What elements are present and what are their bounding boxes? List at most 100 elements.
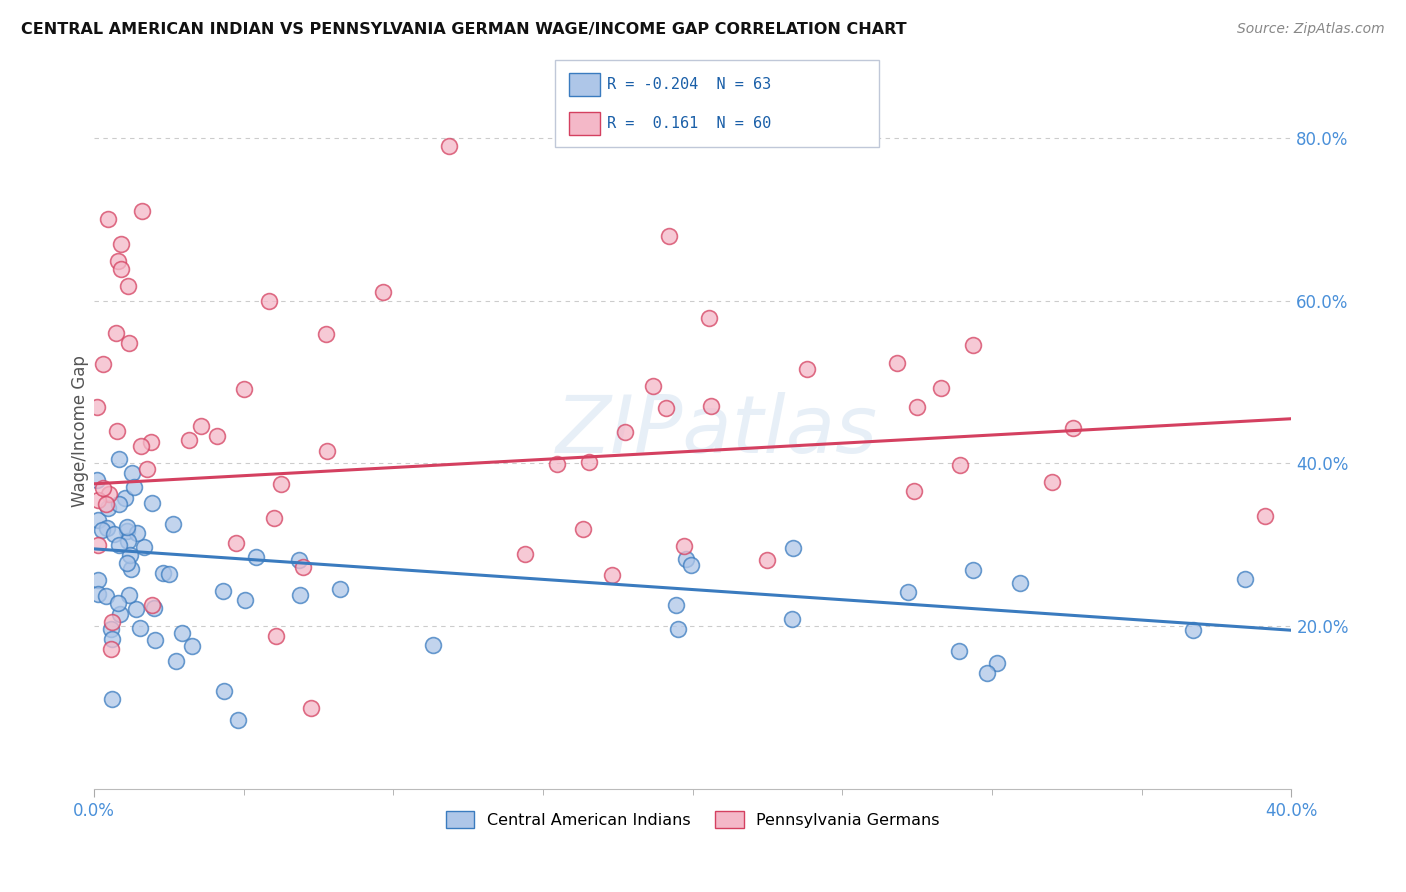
Point [139, 435, 162, 450]
Legend: Central American Indians, Pennsylvania Germans: Central American Indians, Pennsylvania G… [439, 805, 946, 835]
Text: R = -0.204  N = 63: R = -0.204 N = 63 [607, 78, 772, 92]
Point [104, 326, 127, 340]
Point [87, 587, 110, 601]
Point [101, 615, 124, 629]
Point [1010, 575, 1032, 590]
Point [117, 533, 139, 548]
Point [756, 552, 779, 566]
Point [212, 583, 235, 598]
Point [572, 522, 595, 536]
Point [87, 513, 110, 527]
Point [422, 638, 444, 652]
Point [87, 573, 110, 587]
Point [86, 538, 108, 552]
Point [142, 601, 165, 615]
Point [948, 643, 970, 657]
Point [288, 553, 311, 567]
Point [118, 335, 141, 350]
Point [100, 641, 122, 656]
Point [115, 524, 138, 539]
Point [897, 585, 920, 599]
Point [546, 457, 568, 471]
Point [299, 700, 322, 714]
Point [181, 639, 204, 653]
Point [315, 327, 337, 342]
Point [329, 582, 352, 596]
Point [121, 562, 143, 576]
Point [108, 538, 131, 552]
Point [600, 568, 623, 582]
Point [905, 401, 928, 415]
Y-axis label: Wage/Income Gap: Wage/Income Gap [72, 355, 89, 507]
Point [668, 623, 690, 637]
Point [371, 285, 394, 299]
Point [117, 279, 139, 293]
Point [121, 467, 143, 481]
Point [264, 629, 287, 643]
Point [107, 253, 129, 268]
Point [245, 549, 267, 564]
Text: Source: ZipAtlas.com: Source: ZipAtlas.com [1237, 22, 1385, 37]
Point [225, 535, 247, 549]
Point [228, 714, 250, 728]
Point [1233, 572, 1256, 586]
Point [91, 357, 114, 371]
Point [108, 607, 131, 621]
Point [97, 500, 120, 515]
Point [129, 622, 152, 636]
Point [1254, 509, 1277, 524]
Point [122, 479, 145, 493]
Point [796, 361, 818, 376]
Point [233, 593, 256, 607]
Point [165, 654, 187, 668]
Point [141, 598, 163, 612]
Point [1062, 421, 1084, 435]
Point [91, 481, 114, 495]
Point [136, 462, 159, 476]
Point [100, 622, 122, 636]
Point [100, 692, 122, 706]
Point [86, 400, 108, 414]
Point [108, 497, 131, 511]
Point [129, 439, 152, 453]
Point [515, 547, 537, 561]
Point [655, 401, 678, 416]
Point [1040, 475, 1063, 489]
Point [177, 433, 200, 447]
Point [962, 338, 984, 352]
Point [87, 493, 110, 508]
Point [114, 491, 136, 505]
Point [115, 520, 138, 534]
Point [97, 486, 120, 500]
Point [107, 596, 129, 610]
Point [120, 548, 142, 562]
Point [614, 425, 637, 439]
Point [105, 425, 128, 439]
Point [96, 589, 118, 603]
Point [437, 139, 460, 153]
Point [145, 632, 167, 647]
Point [986, 656, 1008, 670]
Point [152, 566, 174, 581]
Point [697, 310, 720, 325]
Point [675, 552, 697, 566]
Point [292, 560, 315, 574]
Point [270, 477, 292, 491]
Point [903, 484, 925, 499]
Point [141, 496, 163, 510]
Point [288, 588, 311, 602]
Point [929, 381, 952, 395]
Text: CENTRAL AMERICAN INDIAN VS PENNSYLVANIA GERMAN WAGE/INCOME GAP CORRELATION CHART: CENTRAL AMERICAN INDIAN VS PENNSYLVANIA … [21, 22, 907, 37]
Point [170, 625, 193, 640]
Point [233, 382, 256, 396]
Point [110, 262, 132, 277]
Point [90, 523, 112, 537]
Point [107, 452, 129, 467]
Point [263, 510, 285, 524]
Point [212, 683, 235, 698]
Point [665, 599, 688, 613]
Point [118, 588, 141, 602]
Point [157, 567, 180, 582]
Point [115, 556, 138, 570]
Point [207, 428, 229, 442]
